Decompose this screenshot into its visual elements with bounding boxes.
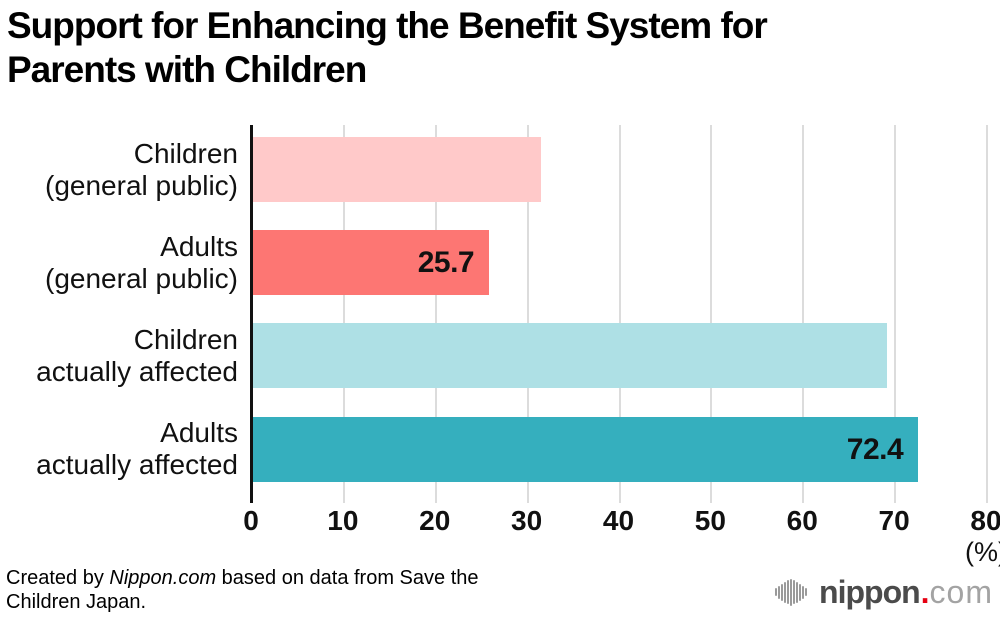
tick-label-0: 0 bbox=[243, 505, 259, 536]
category-label-3: Adults actually affected bbox=[0, 417, 238, 481]
gridline-40 bbox=[618, 125, 621, 503]
gridline-10 bbox=[342, 125, 345, 503]
gridline-50 bbox=[710, 125, 713, 503]
soundwave-bar bbox=[793, 580, 796, 604]
category-label-line: Adults bbox=[160, 417, 238, 449]
category-label-line: Children bbox=[133, 137, 238, 169]
gridline-80 bbox=[986, 125, 988, 503]
bar-3: 72.4 bbox=[253, 416, 919, 482]
category-label-line: Children bbox=[133, 323, 238, 355]
soundwave-bar bbox=[805, 588, 808, 596]
category-label-line: (general public) bbox=[45, 262, 238, 294]
soundwave-circle-icon bbox=[775, 578, 808, 606]
tick-label-10: 10 bbox=[327, 505, 359, 536]
soundwave-bar bbox=[802, 585, 805, 599]
tick-label-30: 30 bbox=[511, 505, 543, 536]
gridline-20 bbox=[434, 125, 437, 503]
tick-label-20: 20 bbox=[419, 505, 451, 536]
soundwave-bar bbox=[775, 588, 778, 596]
tick-label-40: 40 bbox=[602, 505, 635, 536]
soundwave-bar bbox=[781, 583, 784, 601]
category-label-2: Children actually affected bbox=[0, 324, 238, 388]
nippon-com-wordmark: nippon . com bbox=[819, 574, 993, 611]
chart-title: Support for Enhancing the Benefit System… bbox=[7, 4, 768, 92]
chart-title-line2: Parents with Children bbox=[7, 49, 367, 90]
y-axis-line bbox=[250, 125, 253, 503]
plot-area: 25.7 72.4 bbox=[250, 125, 988, 503]
logo-name: nippon bbox=[819, 573, 921, 610]
category-label-line: Adults bbox=[160, 230, 238, 262]
tick-label-60: 60 bbox=[786, 505, 818, 536]
tick-label-70: 70 bbox=[878, 505, 910, 536]
logo-tld: com bbox=[929, 573, 993, 610]
bar-0 bbox=[253, 137, 542, 202]
logo-red-dot: . bbox=[920, 573, 930, 610]
category-label-1: Adults (general public) bbox=[0, 231, 238, 295]
bar-value-label: 72.4 bbox=[846, 432, 904, 466]
gridline-30 bbox=[526, 125, 529, 503]
category-label-line: actually affected bbox=[36, 355, 238, 387]
tick-label-50: 50 bbox=[694, 505, 726, 536]
soundwave-bar bbox=[790, 578, 793, 606]
soundwave-bar bbox=[799, 583, 802, 601]
gridline-70 bbox=[894, 125, 897, 503]
soundwave-bar bbox=[778, 585, 781, 599]
bar-1: 25.7 bbox=[253, 230, 490, 296]
soundwave-bar bbox=[787, 580, 790, 604]
credit-suffix: based on data from Save the Children Jap… bbox=[6, 567, 479, 613]
category-label-line: actually affected bbox=[36, 449, 238, 481]
bar-value-label: 25.7 bbox=[417, 246, 475, 280]
soundwave-bar bbox=[784, 581, 787, 603]
nippon-com-logo: nippon . com bbox=[775, 573, 993, 611]
gridline-60 bbox=[802, 125, 805, 503]
category-label-0: Children (general public) bbox=[0, 138, 238, 202]
soundwave-bar bbox=[796, 581, 799, 603]
chart-title-line1: Support for Enhancing the Benefit System… bbox=[7, 5, 768, 46]
credit-source: Nippon.com bbox=[109, 567, 217, 589]
source-credit: Created by Nippon.com based on data from… bbox=[6, 566, 551, 614]
tick-label-80: 80 bbox=[970, 505, 1000, 536]
category-label-line: (general public) bbox=[45, 169, 238, 201]
axis-unit-label: (%) bbox=[965, 537, 1000, 567]
credit-prefix: Created by bbox=[6, 567, 110, 589]
bar-2 bbox=[253, 323, 887, 389]
